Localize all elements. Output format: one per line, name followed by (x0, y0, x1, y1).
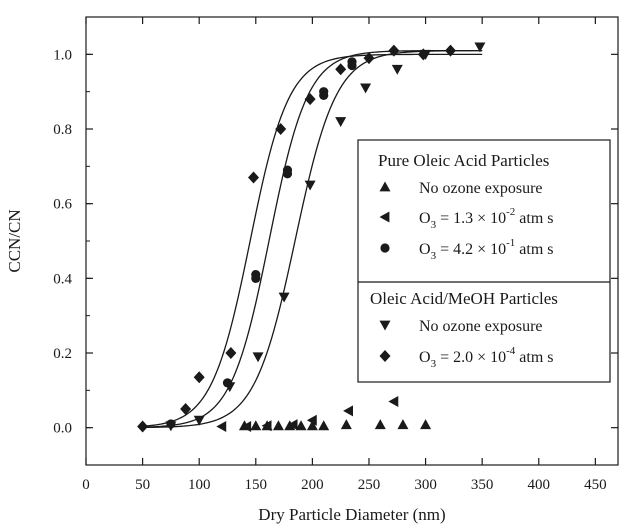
legend-marker-shape-diamond (379, 350, 391, 362)
data-point-triangle-left (306, 414, 317, 426)
y-tick-label: 0.2 (53, 346, 72, 362)
data-point-triangle-down (304, 180, 316, 191)
legend-label-ozone-meoh-mid: = 2.0 × 10 (436, 349, 506, 366)
data-point-triangle-up (420, 419, 432, 430)
legend-label-ozone-meoh: O3 = 2.0 × 10-4 atm s (419, 345, 554, 370)
x-tick-label: 250 (358, 477, 381, 493)
data-point-triangle-left (343, 405, 353, 417)
data-point-triangle-up (374, 419, 386, 430)
x-tick-label: 50 (135, 477, 150, 493)
x-tick-label: 450 (584, 477, 607, 493)
y-axis-label: CCN/CN (5, 209, 24, 272)
data-point-triangle-left (388, 396, 399, 408)
legend: Pure Oleic Acid Particles No ozone expos… (357, 139, 611, 383)
data-point-triangle-down (474, 42, 486, 53)
data-point-triangle-up (397, 419, 409, 430)
legend-label-ozone-1: O3 = 1.3 × 10-2 atm s (419, 206, 554, 231)
data-point-triangle-down (193, 415, 205, 426)
data-point-triangle-up (306, 420, 318, 431)
data-point-triangle-up (340, 419, 352, 430)
data-point-triangle-down (335, 117, 347, 128)
legend-marker-shape-triangle-up (379, 181, 391, 192)
data-point-triangle-up (295, 420, 307, 431)
legend-label-ozone-meoh-prefix: O (419, 349, 431, 366)
data-point-triangle-left (261, 420, 272, 432)
data-point-diamond (193, 371, 205, 384)
y-tick-label: 0.4 (53, 271, 72, 287)
y-tick-label: 0.8 (53, 122, 72, 138)
data-point-triangle-up (318, 420, 330, 431)
legend-heading-meoh: Oleic Acid/MeOH Particles (370, 289, 558, 308)
data-point-triangle-up (250, 420, 262, 431)
legend-label-no-ozone-pure: No ozone exposure (419, 180, 543, 197)
legend-label-no-ozone-meoh: No ozone exposure (419, 318, 543, 335)
data-point-diamond (225, 347, 237, 359)
x-tick-label: 200 (301, 477, 324, 493)
legend-label-ozone-2: O3 = 4.2 × 10-1 atm s (419, 237, 554, 262)
data-point-triangle-down (252, 352, 264, 363)
data-point-diamond (417, 48, 429, 61)
data-point-diamond (388, 44, 400, 57)
x-tick-label: 400 (528, 477, 551, 493)
data-point-diamond (248, 171, 260, 184)
x-axis-label: Dry Particle Diameter (nm) (258, 505, 445, 524)
x-tick-label: 100 (188, 477, 211, 493)
legend-marker-triangle-up (379, 181, 391, 192)
data-point-diamond (304, 93, 316, 106)
axis-ticks: 0 50 100 150 200 250 300 350 400 450 0.0 0.2 0.4 0.6 0… (53, 16, 618, 493)
legend-marker-triangle-left (379, 211, 390, 223)
legend-label-ozone-meoh-sub: 3 (431, 358, 437, 370)
data-point-diamond (275, 123, 287, 135)
legend-marker-triangle-down (379, 320, 391, 331)
data-points (137, 42, 486, 433)
y-tick-label: 0.0 (53, 421, 72, 437)
x-tick-label: 0 (82, 477, 90, 493)
legend-marker-shape-triangle-left (379, 211, 390, 223)
data-point-circle (282, 165, 293, 175)
data-point-triangle-up (272, 420, 284, 431)
data-point-diamond (444, 44, 456, 57)
data-point-triangle-down (278, 292, 290, 303)
legend-label-ozone-1-prefix: O (419, 210, 431, 227)
legend-marker-shape-triangle-down (379, 320, 391, 331)
legend-label-ozone-1-sup: -2 (506, 206, 515, 218)
legend-label-ozone-1-mid: = 1.3 × 10 (436, 210, 506, 227)
legend-box (357, 139, 611, 383)
legend-label-ozone-1-sub: 3 (431, 219, 437, 231)
legend-marker-shape-circle (380, 243, 390, 253)
data-point-circle (251, 270, 261, 280)
x-tick-label: 150 (245, 477, 268, 493)
legend-label-ozone-2-prefix: O (419, 241, 431, 258)
data-point-triangle-down (165, 421, 177, 432)
data-point-diamond (137, 420, 149, 433)
legend-label-ozone-2-mid: = 4.2 × 10 (436, 241, 506, 258)
legend-marker-diamond (379, 350, 391, 362)
data-point-triangle-left (287, 419, 298, 431)
legend-heading-pure: Pure Oleic Acid Particles (378, 151, 549, 170)
y-tick-label: 1.0 (53, 47, 72, 63)
data-point-diamond (363, 52, 375, 65)
x-tick-label: 300 (414, 477, 437, 493)
legend-label-ozone-2-suffix: atm s (515, 241, 553, 258)
data-point-diamond (180, 403, 192, 415)
y-tick-label: 0.6 (53, 197, 72, 213)
legend-marker-circle (380, 243, 390, 253)
x-tick-label: 350 (471, 477, 494, 493)
data-point-triangle-down (224, 382, 236, 393)
legend-label-ozone-meoh-sup: -4 (506, 345, 516, 357)
legend-label-ozone-2-sup: -1 (506, 237, 515, 249)
data-point-triangle-left (216, 421, 227, 433)
data-point-triangle-down (360, 83, 372, 94)
data-point-circle (319, 87, 329, 97)
legend-label-ozone-2-sub: 3 (431, 250, 437, 262)
legend-label-ozone-1-suffix: atm s (515, 210, 553, 227)
legend-label-ozone-meoh-suffix: atm s (515, 349, 553, 366)
data-point-circle (347, 60, 357, 71)
data-point-triangle-left (241, 421, 252, 433)
data-point-triangle-down (391, 64, 403, 75)
data-point-diamond (335, 63, 347, 76)
